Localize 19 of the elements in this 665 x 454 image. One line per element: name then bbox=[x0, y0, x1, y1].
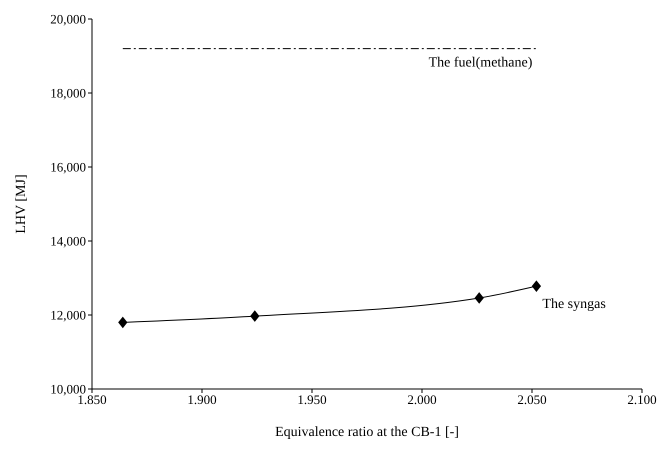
point bbox=[532, 280, 541, 292]
point bbox=[118, 316, 128, 328]
x-tick-label: 2.050 bbox=[517, 392, 547, 408]
x-tick-label: 1.900 bbox=[187, 392, 217, 408]
y-tick-label: 10,000 bbox=[50, 382, 86, 397]
x-tick-label: 1.950 bbox=[297, 392, 327, 408]
x-axis-title: Equivalence ratio at the CB-1 [-] bbox=[275, 425, 459, 440]
point bbox=[474, 292, 484, 304]
series-label: The fuel(methane) bbox=[428, 56, 533, 71]
series-label: The syngas bbox=[542, 297, 606, 312]
x-tick-label: 2.000 bbox=[407, 392, 437, 408]
point bbox=[250, 310, 260, 322]
y-tick-label: 20,000 bbox=[50, 12, 86, 27]
y-tick-label: 12,000 bbox=[50, 308, 86, 323]
y-tick-label: 14,000 bbox=[50, 234, 86, 249]
y-tick-label: 18,000 bbox=[50, 86, 86, 101]
y-tick-label: 16,000 bbox=[50, 160, 86, 175]
y-axis-title: LHV [MJ] bbox=[14, 174, 29, 234]
x-tick-label: 2.100 bbox=[627, 392, 657, 408]
